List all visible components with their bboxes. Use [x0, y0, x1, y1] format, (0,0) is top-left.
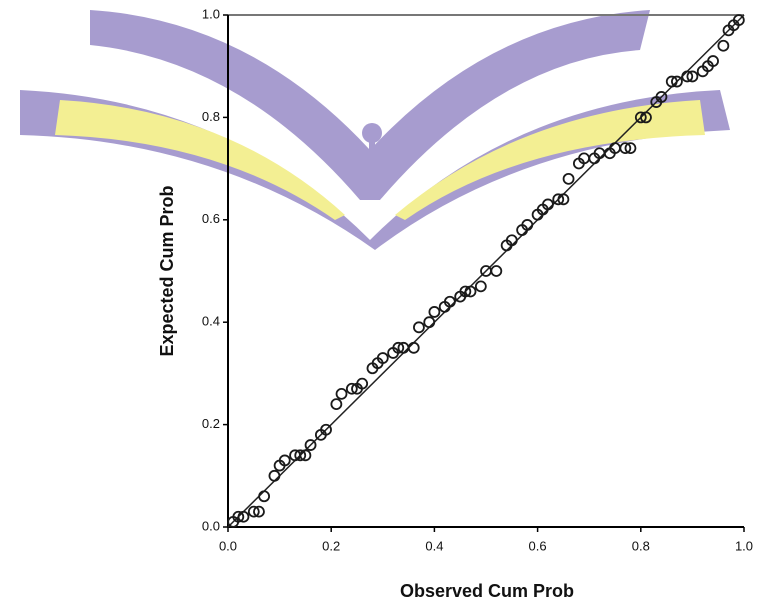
point — [552, 193, 565, 206]
y-tick-label: 1.0 — [202, 6, 220, 21]
y-tick-label: 0.4 — [202, 314, 220, 329]
point — [299, 449, 312, 462]
point — [490, 265, 503, 277]
point — [392, 341, 405, 354]
x-axis-title: Observed Cum Prob — [400, 581, 574, 601]
point — [681, 70, 694, 83]
point — [464, 285, 477, 298]
point — [634, 111, 647, 124]
point — [268, 469, 281, 482]
point — [428, 306, 441, 318]
point — [345, 382, 358, 395]
point — [278, 454, 291, 467]
point — [320, 423, 332, 436]
point — [732, 14, 745, 27]
point — [356, 377, 369, 390]
point — [232, 510, 245, 523]
point — [335, 387, 348, 400]
x-tick-label: 0.4 — [425, 538, 443, 553]
x-tick-label: 0.8 — [632, 538, 650, 553]
point — [237, 510, 250, 523]
point — [443, 295, 456, 308]
point — [407, 341, 420, 354]
y-tick-label: 0.2 — [202, 416, 220, 431]
point — [640, 111, 652, 124]
watermark — [20, 10, 730, 250]
point — [717, 39, 730, 52]
point — [619, 142, 632, 155]
x-tick-label: 1.0 — [735, 538, 753, 553]
point — [413, 321, 425, 334]
point — [423, 316, 436, 329]
point — [542, 198, 554, 211]
x-tick-label: 0.2 — [322, 538, 340, 553]
y-axis-title: Expected Cum Prob — [157, 185, 177, 356]
point — [521, 219, 534, 231]
y-tick-label: 0.0 — [202, 518, 220, 533]
point — [247, 505, 260, 518]
point — [686, 70, 699, 83]
x-tick-label: 0.0 — [219, 538, 237, 553]
x-tick-label: 0.6 — [529, 538, 547, 553]
point — [671, 75, 683, 88]
point — [459, 285, 472, 298]
point — [562, 172, 575, 185]
watermark-fill — [55, 100, 345, 220]
point — [330, 398, 343, 411]
point — [474, 280, 487, 293]
point — [655, 91, 668, 103]
point — [376, 352, 389, 364]
point — [707, 55, 719, 67]
point — [294, 449, 307, 462]
point — [557, 193, 570, 206]
point — [253, 505, 265, 518]
y-tick-label: 0.8 — [202, 109, 220, 124]
point — [505, 234, 518, 247]
point — [258, 490, 271, 503]
point — [624, 142, 637, 155]
y-tick-label: 0.6 — [202, 211, 220, 226]
watermark-band — [90, 10, 650, 200]
watermark-dot — [362, 123, 382, 143]
point — [665, 75, 678, 88]
point — [304, 439, 317, 451]
